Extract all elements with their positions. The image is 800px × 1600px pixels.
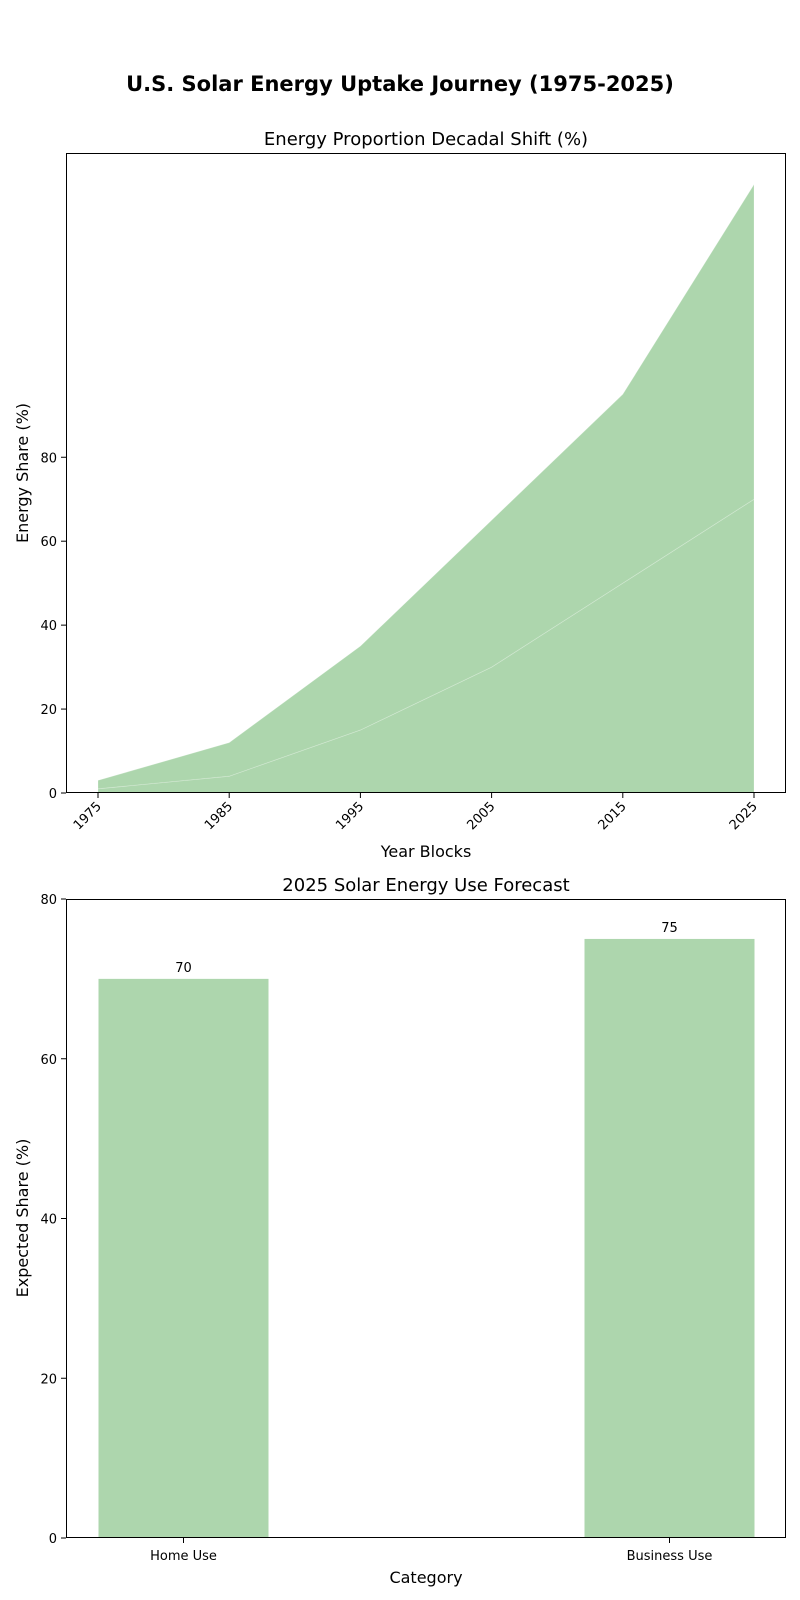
area-x-tick-label: 2015 — [596, 799, 630, 833]
bar-data-label: 75 — [661, 921, 678, 936]
bar-data-labels: 70 75 — [175, 921, 678, 976]
bar-series-layer — [98, 938, 755, 1538]
area-y-tick-label: 60 — [40, 535, 57, 550]
bar-chart: Home Use Business Use 0 20 40 60 80 70 75 2025… — [13, 875, 786, 1587]
bar-home-use — [98, 978, 269, 1538]
area-x-tick-label: 1975 — [71, 799, 105, 833]
area-chart-frame — [66, 153, 786, 793]
bar-x-tick-label: Business Use — [627, 1549, 713, 1564]
bar-x-axis-label: Category — [389, 1568, 462, 1587]
area-series-layer — [97, 183, 755, 794]
bar-y-tick-label: 20 — [40, 1372, 57, 1387]
bar-x-ticks: Home Use Business Use — [150, 1538, 712, 1564]
bar-y-tick-label: 80 — [40, 893, 57, 908]
bar-chart-frame — [66, 899, 786, 1538]
bar-y-tick-label: 0 — [49, 1532, 57, 1547]
bar-chart-title: 2025 Solar Energy Use Forecast — [282, 875, 569, 896]
area-y-tick-label: 0 — [49, 787, 57, 802]
area-x-axis-label: Year Blocks — [380, 842, 472, 861]
area-x-tick-label: 2005 — [464, 799, 498, 833]
bar-y-ticks: 0 20 40 60 80 — [40, 893, 66, 1547]
bar-y-axis-label: Expected Share (%) — [13, 1139, 32, 1298]
bar-x-tick-label: Home Use — [150, 1549, 217, 1564]
area-y-ticks: 0 20 40 60 80 — [40, 451, 66, 802]
area-y-tick-label: 80 — [40, 451, 57, 466]
area-x-ticks: 1975 1985 1995 2005 2015 2025 — [71, 793, 761, 833]
area-x-tick-label: 2025 — [727, 799, 761, 833]
area-chart-title: Energy Proportion Decadal Shift (%) — [264, 129, 588, 150]
bar-y-tick-label: 60 — [40, 1053, 57, 1068]
area-y-tick-label: 40 — [40, 619, 57, 634]
area-x-tick-label: 1985 — [202, 799, 236, 833]
bar-business-use — [584, 938, 755, 1538]
bar-y-tick-label: 40 — [40, 1213, 57, 1228]
area-chart: 1975 1985 1995 2005 2015 2025 0 20 40 60 80 Energ… — [13, 129, 786, 861]
area-y-tick-label: 20 — [40, 703, 57, 718]
area-x-tick-label: 1995 — [333, 799, 367, 833]
area-y-axis-label: Energy Share (%) — [13, 403, 32, 543]
bar-data-label: 70 — [175, 961, 192, 976]
area-series-1 — [97, 183, 755, 790]
figure-title: U.S. Solar Energy Uptake Journey (1975-2… — [126, 72, 674, 96]
